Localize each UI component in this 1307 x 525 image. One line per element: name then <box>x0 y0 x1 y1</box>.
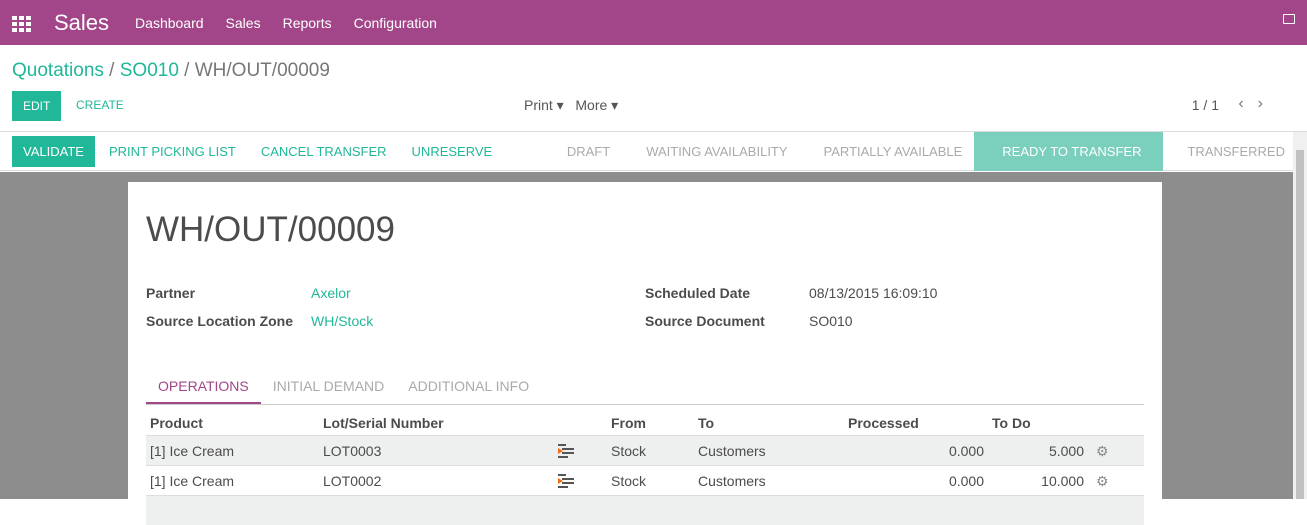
edit-button[interactable]: EDIT <box>12 91 62 121</box>
tab-operations[interactable]: OPERATIONS <box>146 378 261 404</box>
cell-todo: 10.000 <box>1041 473 1084 489</box>
breadcrumb-so010[interactable]: SO010 <box>119 60 179 81</box>
unreserve-button[interactable]: UNRESERVE <box>411 143 493 159</box>
next-icon[interactable]: › <box>1257 95 1277 112</box>
state-waiting: WAITING AVAILABILITY <box>646 144 788 159</box>
more-dropdown[interactable]: More <box>575 97 608 113</box>
cell-product: [1] Ice Cream <box>150 473 235 489</box>
cell-lot: LOT0003 <box>323 443 382 459</box>
pack-gears-icon[interactable]: ⚙ <box>1096 443 1109 459</box>
partner-label: Partner <box>146 285 196 301</box>
source-doc-value: SO010 <box>809 313 853 329</box>
cell-from: Stock <box>611 473 647 489</box>
move-lines-icon[interactable] <box>558 474 574 488</box>
control-panel: Quotations / SO010 / WH/OUT/00009 EDIT C… <box>0 45 1307 132</box>
table-header: Product Lot/Serial Number From To Proces… <box>146 408 1144 435</box>
print-picking-list-button[interactable]: PRINT PICKING LIST <box>108 143 236 159</box>
col-lot[interactable]: Lot/Serial Number <box>323 415 444 431</box>
tabs: OPERATIONS INITIAL DEMAND ADDITIONAL INF… <box>146 378 1144 405</box>
table-row[interactable]: [1] Ice Cream LOT0002 Stock Customers 0.… <box>146 465 1144 495</box>
pack-gears-icon[interactable]: ⚙ <box>1096 473 1109 489</box>
menu-dashboard[interactable]: Dashboard <box>135 14 204 31</box>
cell-lot: LOT0002 <box>323 473 382 489</box>
form-sheet: WH/OUT/00009 Partner Axelor Source Locat… <box>128 182 1162 525</box>
date-value: 08/13/2015 16:09:10 <box>809 285 938 301</box>
record-title: WH/OUT/00009 <box>146 210 395 249</box>
mail-icon[interactable] <box>1283 14 1295 24</box>
cell-to: Customers <box>698 473 766 489</box>
col-to[interactable]: To <box>698 415 715 431</box>
move-lines-icon[interactable] <box>558 444 574 458</box>
menu-sales[interactable]: Sales <box>225 14 261 31</box>
cell-todo: 5.000 <box>1048 443 1084 459</box>
partner-link[interactable]: Axelor <box>311 285 351 301</box>
menu-configuration[interactable]: Configuration <box>353 14 437 31</box>
table-row[interactable]: [1] Ice Cream LOT0003 Stock Customers 0.… <box>146 435 1144 465</box>
cell-processed: 0.000 <box>948 473 984 489</box>
validate-button[interactable]: VALIDATE <box>12 135 95 167</box>
apps-grid-icon[interactable] <box>12 15 32 32</box>
date-label: Scheduled Date <box>645 285 751 301</box>
col-processed[interactable]: Processed <box>848 415 919 431</box>
col-from[interactable]: From <box>611 415 646 431</box>
status-bar: VALIDATE PRINT PICKING LIST CANCEL TRANS… <box>0 132 1307 171</box>
print-dropdown[interactable]: Print <box>524 97 553 113</box>
prev-icon[interactable]: ‹ <box>1238 95 1258 112</box>
tab-initial-demand[interactable]: INITIAL DEMAND <box>272 378 385 394</box>
state-ready: READY TO TRANSFER <box>974 132 1164 171</box>
source-zone-label: Source Location Zone <box>146 313 294 329</box>
source-zone-link[interactable]: WH/Stock <box>311 313 374 329</box>
table-row-empty <box>146 495 1144 525</box>
tab-additional-info[interactable]: ADDITIONAL INFO <box>408 378 530 394</box>
col-todo[interactable]: To Do <box>992 415 1031 431</box>
state-transferred: TRANSFERRED <box>1187 144 1285 159</box>
cell-from: Stock <box>611 443 647 459</box>
breadcrumb-current: WH/OUT/00009 <box>194 60 330 81</box>
cell-processed: 0.000 <box>948 443 984 459</box>
scrollbar[interactable] <box>1293 132 1307 499</box>
cell-product: [1] Ice Cream <box>150 443 235 459</box>
breadcrumb-quotations[interactable]: Quotations <box>12 60 104 81</box>
menu-reports[interactable]: Reports <box>282 14 332 31</box>
source-doc-label: Source Document <box>645 313 765 329</box>
top-navbar: Sales Dashboard Sales Reports Configurat… <box>0 0 1307 45</box>
breadcrumb: Quotations / SO010 / WH/OUT/00009 <box>12 60 330 81</box>
state-draft: DRAFT <box>566 144 611 159</box>
col-product[interactable]: Product <box>150 415 203 431</box>
cancel-transfer-button[interactable]: CANCEL TRANSFER <box>260 143 387 159</box>
pager-value: 1 / 1 <box>1191 97 1219 113</box>
create-button[interactable]: CREATE <box>76 98 124 112</box>
app-title: Sales <box>54 9 110 35</box>
state-partially-available: PARTIALLY AVAILABLE <box>823 144 963 159</box>
cell-to: Customers <box>698 443 766 459</box>
